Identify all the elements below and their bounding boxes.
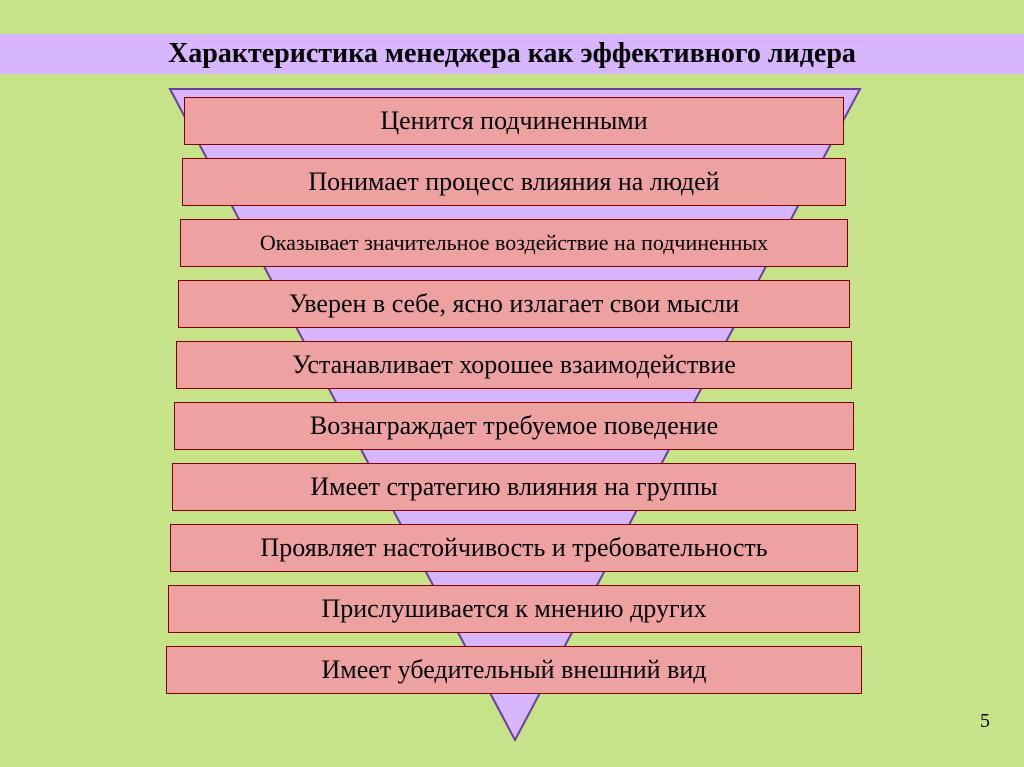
characteristic-text: Имеет стратегию влияния на группы [310, 472, 717, 502]
characteristic-box: Имеет убедительный внешний вид [166, 646, 862, 694]
page-number: 5 [980, 710, 990, 733]
characteristic-text: Проявляет настойчивость и требовательнос… [260, 533, 767, 563]
characteristic-text: Вознаграждает требуемое поведение [310, 411, 718, 441]
characteristic-text: Понимает процесс влияния на людей [308, 167, 719, 197]
characteristic-text: Прислушивается к мнению других [321, 594, 706, 624]
characteristic-box: Уверен в себе, ясно излагает свои мысли [178, 280, 850, 328]
characteristic-box: Ценится подчиненными [184, 97, 844, 145]
characteristic-box: Устанавливает хорошее взаимодействие [176, 341, 852, 389]
slide-stage: Характеристика менеджера как эффективног… [0, 0, 1024, 767]
characteristic-text: Устанавливает хорошее взаимодействие [292, 350, 736, 380]
characteristic-text: Имеет убедительный внешний вид [322, 655, 707, 685]
characteristic-box: Вознаграждает требуемое поведение [174, 402, 854, 450]
characteristic-text: Уверен в себе, ясно излагает свои мысли [289, 289, 739, 319]
characteristic-box: Прислушивается к мнению других [168, 585, 860, 633]
characteristic-text: Оказывает значительное воздействие на по… [260, 230, 768, 256]
characteristic-box: Имеет стратегию влияния на группы [172, 463, 856, 511]
characteristic-box: Понимает процесс влияния на людей [182, 158, 846, 206]
characteristic-box: Проявляет настойчивость и требовательнос… [170, 524, 858, 572]
characteristic-text: Ценится подчиненными [380, 106, 647, 136]
characteristic-box: Оказывает значительное воздействие на по… [180, 219, 848, 267]
